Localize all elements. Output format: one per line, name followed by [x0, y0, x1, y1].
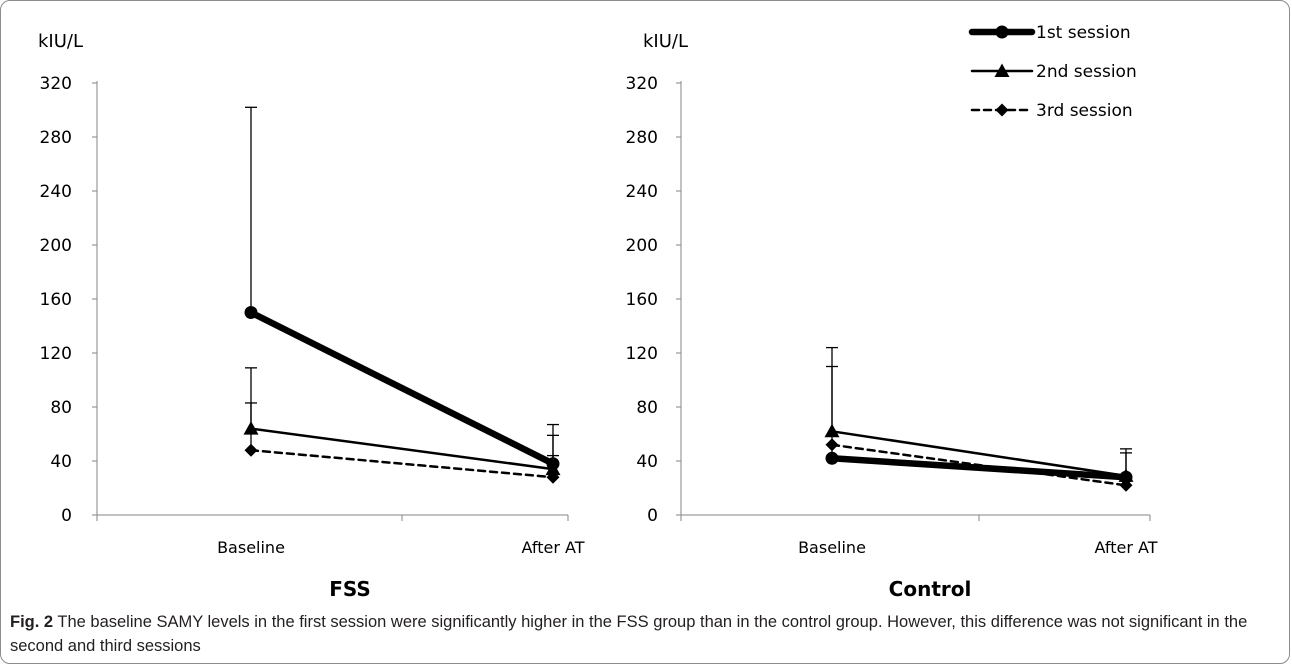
legend-marker-2nd-session: [994, 63, 1010, 77]
x-tick-label-after-at: After AT: [522, 538, 585, 557]
series-line-1st-session: [828, 455, 1130, 481]
y-axis-label: kIU/L: [643, 31, 688, 52]
legend-marker-1st-session: [995, 25, 1009, 39]
legend-label-1st-session: 1st session: [1036, 23, 1131, 43]
panel-control: 0 40 80 120 160 200 240 280 320 Baseline After AT k…: [626, 31, 1158, 601]
point-2nd-session: [545, 461, 561, 476]
y-tick-label: 200: [626, 236, 658, 256]
point-1st-session: [244, 306, 258, 319]
panel-title: Control: [889, 577, 972, 601]
caption-label: Fig. 2: [10, 613, 54, 631]
point-3rd-session: [825, 438, 839, 452]
point-1st-session: [825, 451, 839, 465]
y-tick-label: 280: [40, 128, 72, 148]
y-tick-label: 120: [40, 344, 72, 364]
panel-title: FSS: [329, 577, 371, 601]
legend-label-2nd-session: 2nd session: [1036, 62, 1137, 82]
y-tick-label: 80: [50, 398, 72, 418]
y-tick-label: 320: [626, 74, 658, 94]
y-tick-label: 240: [40, 182, 72, 202]
point-2nd-session: [1118, 468, 1134, 482]
y-tick-label: 280: [626, 128, 658, 148]
y-tick-label: 160: [626, 290, 658, 310]
x-tick-label-baseline: Baseline: [798, 538, 866, 557]
panel-fss: 0 40 80 120 160 200 240 280 320 Baseline After AT k…: [38, 31, 585, 601]
series-line-1st-session: [247, 309, 557, 467]
point-3rd-session: [1119, 478, 1133, 492]
point-3rd-session: [244, 443, 258, 457]
point-2nd-session: [243, 421, 259, 435]
y-tick-label: 200: [40, 236, 72, 256]
y-tick-label: 0: [647, 506, 658, 526]
x-tick-label-after-at: After AT: [1095, 538, 1158, 557]
y-tick-label: 240: [626, 182, 658, 202]
y-tick-label: 80: [636, 398, 658, 418]
y-tick-label: 40: [50, 452, 72, 472]
y-tick-label: 120: [626, 344, 658, 364]
legend: 1st session 2nd session 3rd session: [968, 23, 1137, 121]
series-line-3rd-session: [249, 448, 555, 479]
y-tick-label: 160: [40, 290, 72, 310]
y-tick-label: 0: [61, 506, 72, 526]
legend-marker-3rd-session: [995, 103, 1009, 117]
figure-caption: Fig. 2 The baseline SAMY levels in the f…: [10, 610, 1280, 658]
y-axis-label: kIU/L: [38, 31, 83, 52]
series-line-3rd-session: [830, 443, 1128, 487]
x-tick-label-baseline: Baseline: [217, 538, 285, 557]
series-line-2nd-session: [249, 427, 555, 471]
y-tick-label: 320: [40, 74, 72, 94]
point-3rd-session: [546, 470, 560, 484]
caption-text: The baseline SAMY levels in the first se…: [10, 613, 1248, 655]
legend-label-3rd-session: 3rd session: [1036, 101, 1133, 121]
series-line-2nd-session: [830, 430, 1128, 478]
point-2nd-session: [824, 423, 840, 438]
y-tick-label: 40: [636, 452, 658, 472]
